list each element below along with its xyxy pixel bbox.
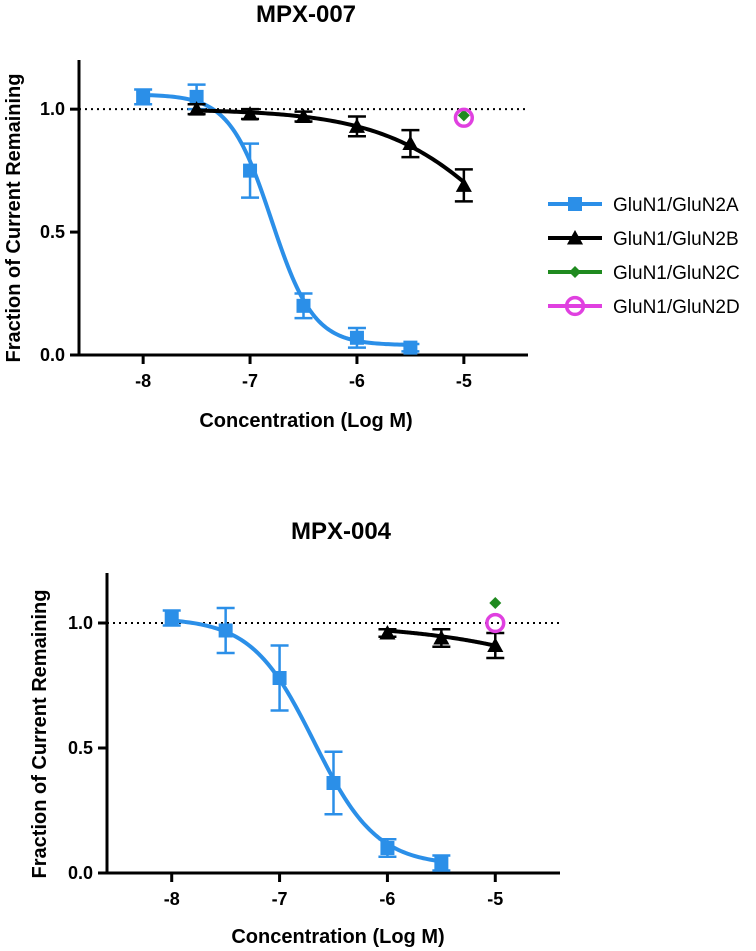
data-point [188, 101, 205, 116]
y-tick-label: 1.0 [40, 99, 65, 119]
x-tick-label: -6 [379, 889, 395, 909]
legend-label: GluN1/GluN2B [613, 229, 739, 250]
legend-marker [566, 229, 584, 245]
data-point [164, 611, 179, 625]
data-point [296, 298, 311, 313]
fit-curve [196, 108, 466, 184]
chart-title: MPX-004 [291, 518, 392, 545]
legend-item: GluN1/GluN2B [548, 229, 739, 250]
x-tick-label: -5 [487, 889, 503, 909]
data-point [453, 107, 475, 128]
legend-label: GluN1/GluN2C [613, 263, 740, 284]
legend-marker [564, 295, 586, 317]
panel-mpx-007: MPX-007 Concentration (Log M) Fraction o… [3, 1, 528, 432]
y-tick-label: 0.5 [40, 222, 65, 242]
series-glun1-glun2d [485, 612, 506, 634]
y-axis-label: Fraction of Current Remaining [3, 74, 25, 363]
data-point [241, 106, 259, 121]
data-point [489, 597, 502, 609]
series-glun1-glun2a [162, 606, 451, 872]
x-tick-label: -6 [349, 371, 365, 391]
data-point [136, 89, 151, 104]
data-point [457, 109, 470, 122]
data-point [243, 163, 258, 178]
series-glun1-glun2c [489, 597, 502, 609]
data-point [218, 623, 233, 638]
y-tick-label: 1.0 [68, 613, 93, 633]
fit-curve [143, 92, 411, 347]
x-axis-label: Concentration (Log M) [231, 926, 444, 948]
data-point [349, 330, 364, 345]
data-point [380, 841, 395, 855]
x-tick-label: -7 [242, 371, 258, 391]
data-point [295, 108, 312, 123]
x-tick-label: -5 [456, 371, 472, 391]
data-point [433, 629, 450, 645]
data-point [326, 776, 341, 790]
data-point [487, 637, 504, 652]
series-glun1-glun2b [378, 624, 505, 660]
legend-label: GluN1/GluN2A [613, 195, 739, 216]
data-point [402, 135, 419, 151]
x-tick-label: -8 [164, 889, 180, 909]
fit-curve [171, 618, 442, 864]
legend-marker [568, 197, 582, 211]
data-point [485, 612, 506, 634]
data-point [348, 118, 366, 133]
data-point [272, 671, 287, 685]
y-tick-label: 0.0 [68, 863, 93, 883]
data-point [379, 624, 396, 640]
legend-label: GluN1/GluN2D [613, 297, 740, 318]
legend: GluN1/GluN2A GluN1/GluN2B GluN1/GluN2C GluN… [548, 195, 740, 318]
y-tick-label: 0.5 [68, 738, 93, 758]
legend-item: GluN1/GluN2A [548, 195, 739, 216]
data-point [455, 177, 472, 192]
chart-title: MPX-007 [256, 1, 356, 28]
x-tick-label: -8 [135, 371, 151, 391]
series-glun1-glun2a [134, 83, 420, 355]
data-point [403, 340, 418, 355]
y-tick-label: 0.0 [40, 345, 65, 365]
legend-item: GluN1/GluN2C [548, 263, 740, 284]
x-axis-label: Concentration (Log M) [199, 410, 412, 432]
panel-mpx-004: MPX-004 Concentration (Log M) Fraction o… [29, 518, 560, 948]
data-point [189, 89, 204, 104]
series-glun1-glun2c [457, 109, 470, 122]
legend-marker [569, 266, 581, 278]
series-glun1-glun2d [453, 107, 475, 128]
data-point [434, 856, 449, 870]
y-axis-label: Fraction of Current Remaining [29, 590, 51, 879]
legend-item: GluN1/GluN2D [548, 295, 740, 318]
x-tick-label: -7 [272, 889, 288, 909]
series-glun1-glun2b [187, 101, 473, 203]
